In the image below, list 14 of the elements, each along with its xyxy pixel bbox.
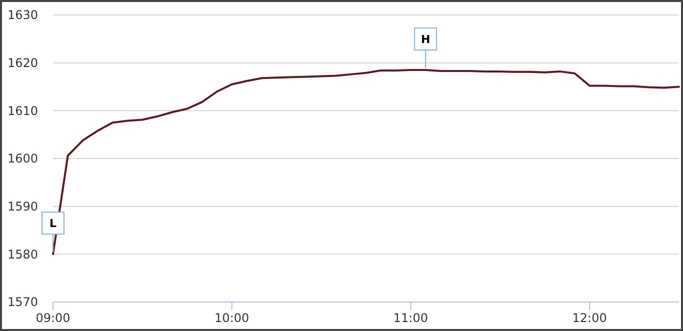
- y-tick-label: 1600: [7, 152, 38, 166]
- annotation: H: [420, 32, 430, 46]
- x-tick-label: 10:00: [214, 311, 250, 325]
- y-tick-label: 1610: [7, 104, 38, 118]
- x-tick-label: 09:00: [36, 311, 70, 325]
- y-tick-label: 1590: [7, 200, 38, 214]
- y-tick-label: 1570: [7, 295, 38, 310]
- y-tick-label: 1620: [7, 56, 38, 70]
- annotation: L: [49, 217, 57, 230]
- y-tick-label: 1580: [7, 247, 38, 262]
- line-series: [52, 69, 680, 256]
- y-tick-label: 1630: [7, 8, 38, 22]
- x-tick-label: 12:00: [572, 311, 607, 325]
- x-tick-label: 11:00: [393, 311, 428, 325]
